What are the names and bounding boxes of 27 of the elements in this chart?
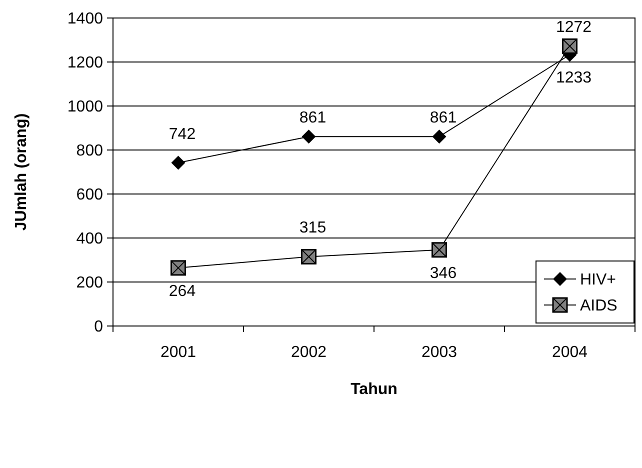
y-tick-label: 1200 <box>67 54 104 72</box>
y-tick-label: 1000 <box>67 98 104 116</box>
y-tick-label: 0 <box>94 318 104 336</box>
data-label: 346 <box>430 264 457 282</box>
x-tick-label: 2004 <box>552 344 588 361</box>
y-tick-label: 600 <box>76 186 104 204</box>
data-label: 742 <box>168 126 196 143</box>
x-tick-label: 2002 <box>290 344 327 361</box>
data-label: 315 <box>299 220 326 237</box>
y-tick-label: 800 <box>76 142 104 160</box>
data-label: 264 <box>168 282 196 300</box>
y-tick-label: 400 <box>76 230 104 248</box>
data-label: 1233 <box>556 70 592 87</box>
x-axis-title: Tahun <box>350 381 398 398</box>
data-label: 861 <box>299 110 326 127</box>
y-tick-label: 1400 <box>67 10 104 28</box>
point <box>171 156 186 170</box>
point <box>302 130 316 144</box>
x-tick-label: 2003 <box>421 344 458 361</box>
data-label: 1272 <box>556 19 592 36</box>
legend-label: HIV+ <box>580 272 616 289</box>
legend-label: AIDS <box>580 298 618 315</box>
y-axis-title: JUmlah (orang) <box>13 113 30 231</box>
y-tick-label: 200 <box>76 274 104 292</box>
data-label: 861 <box>430 110 457 127</box>
x-tick-label: 2001 <box>160 344 196 361</box>
point <box>432 130 446 144</box>
